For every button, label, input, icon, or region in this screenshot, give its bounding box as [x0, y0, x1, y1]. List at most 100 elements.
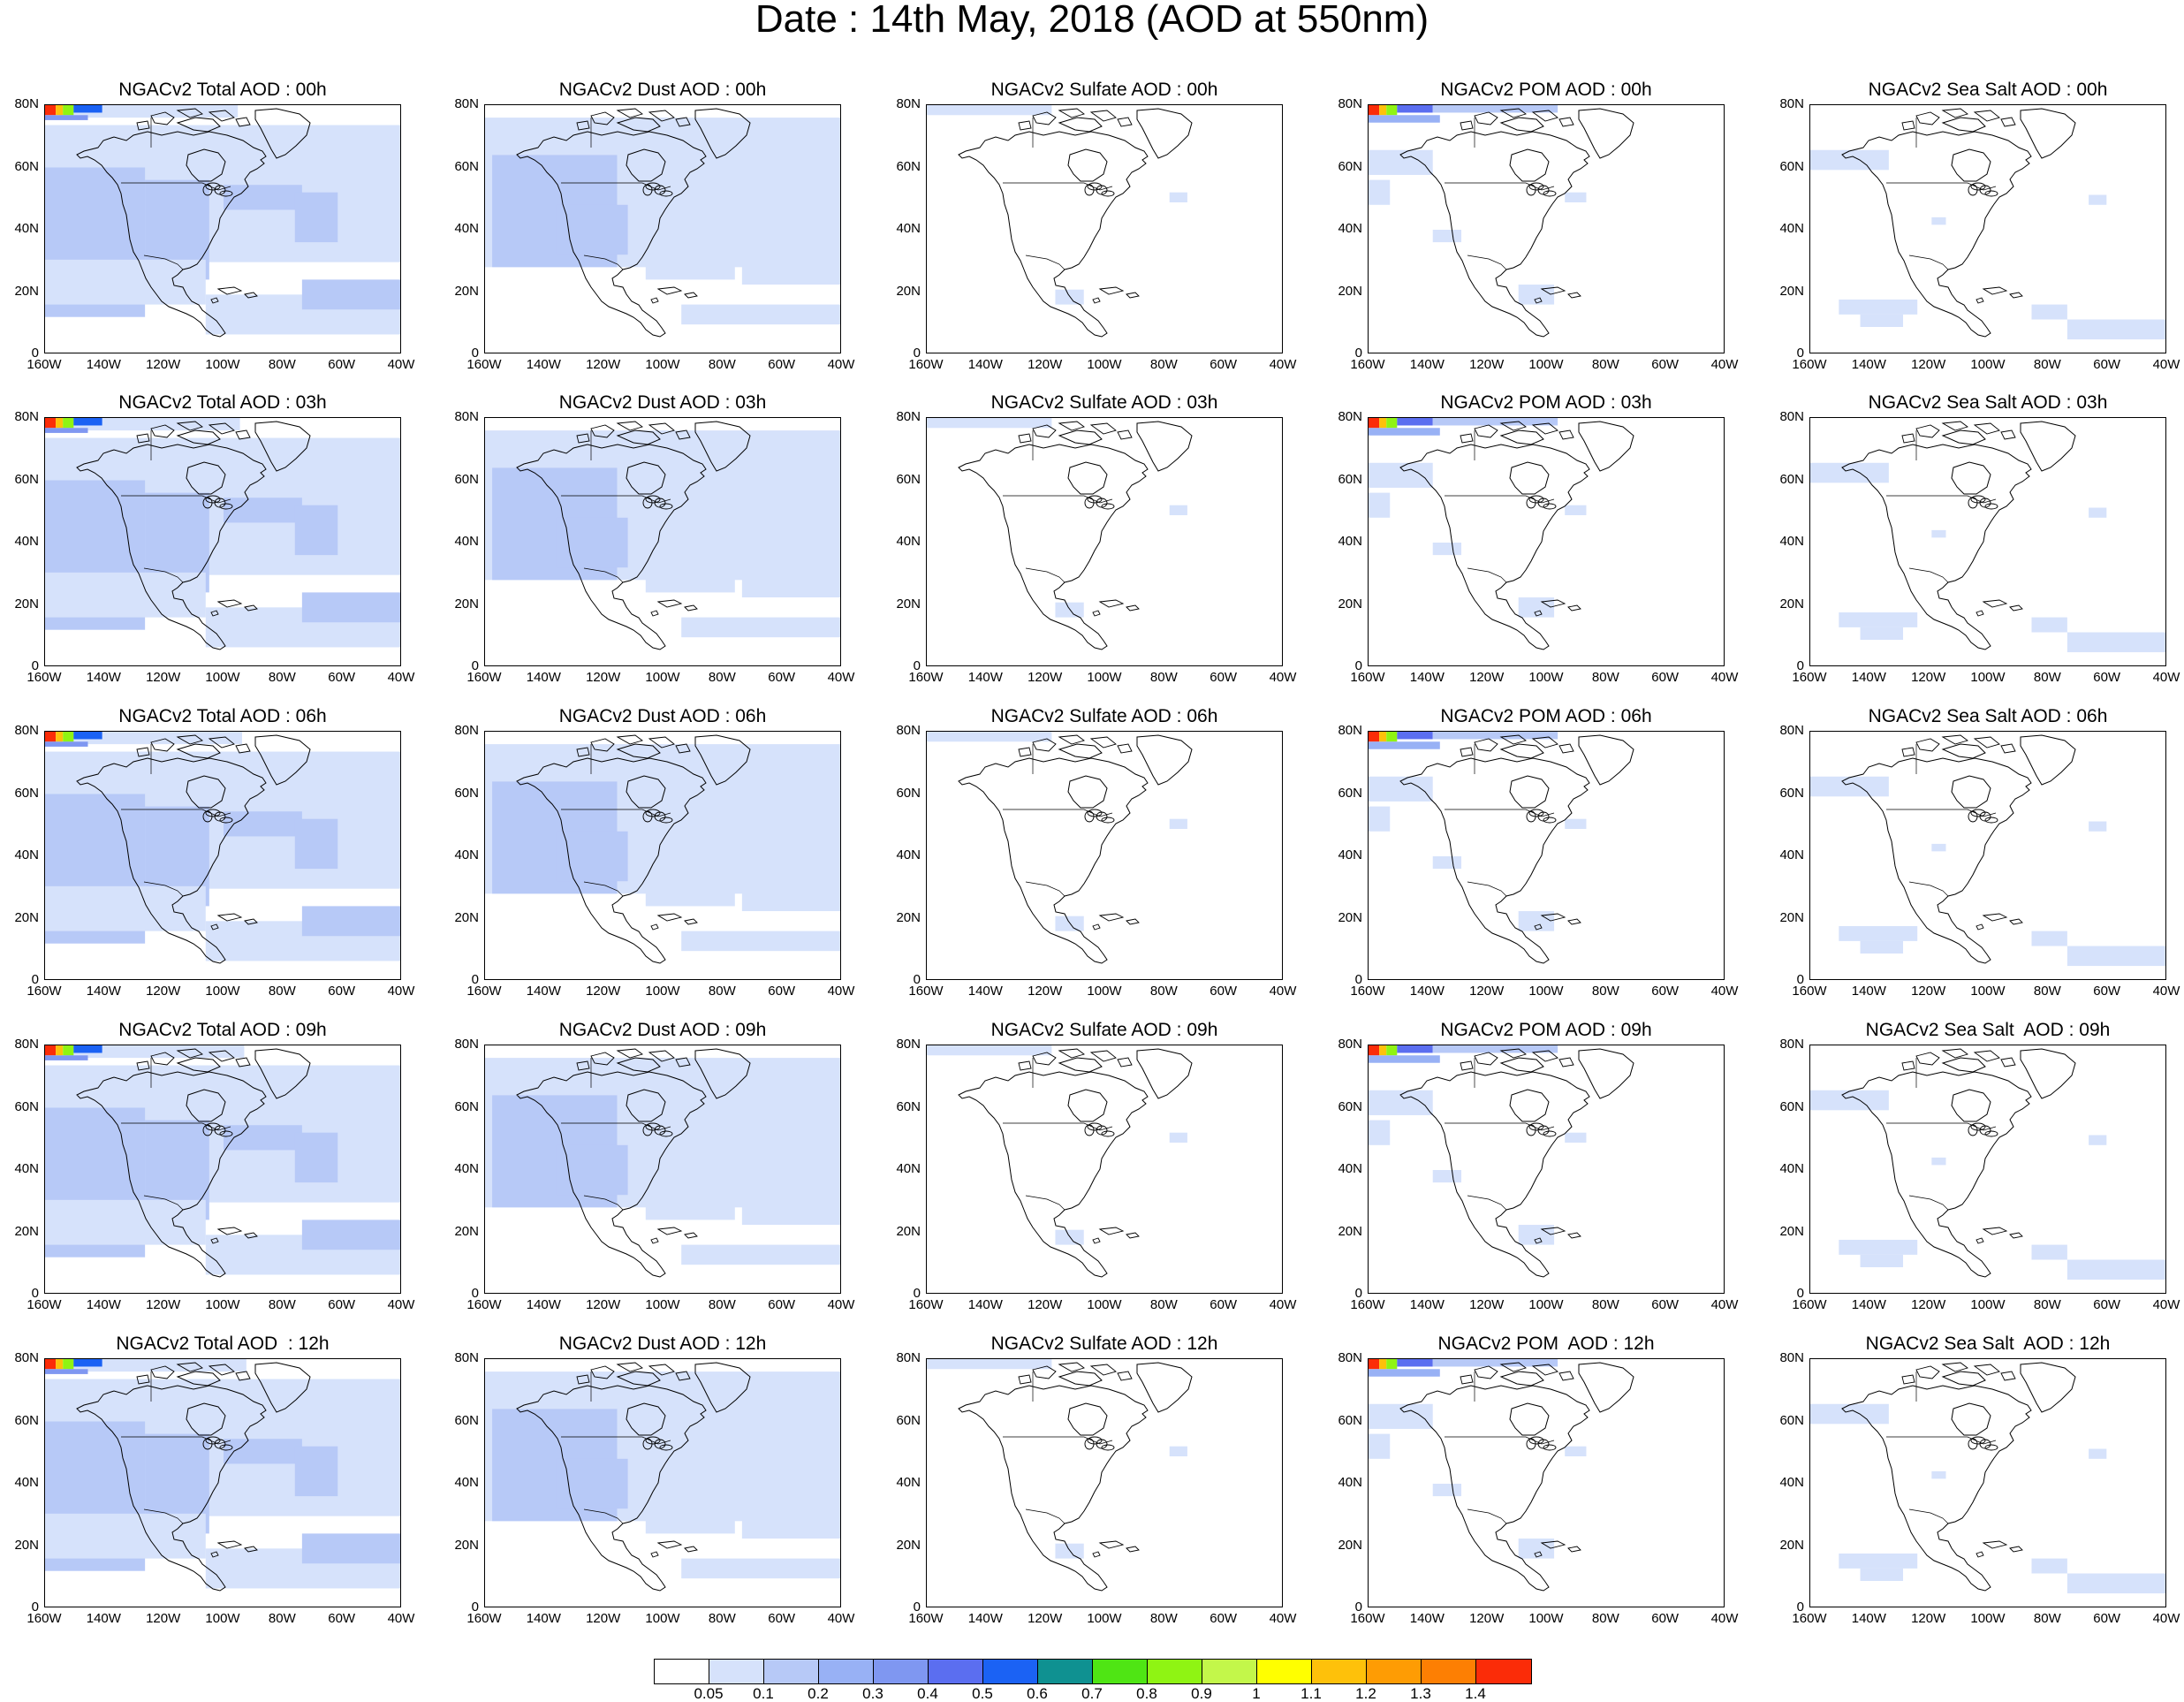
lon-tick-label: 120W [1028, 984, 1063, 999]
aod-field-patch [1055, 289, 1084, 305]
aod-field-patch [1931, 1157, 1946, 1166]
aod-field-patch [2066, 1573, 2165, 1594]
coastline [1841, 444, 2032, 650]
great-lake [1087, 1122, 1103, 1131]
great-lake [1543, 817, 1557, 824]
aod-field-patch [1369, 732, 1380, 742]
island-outline [1092, 1551, 1101, 1558]
aod-field-patch [1369, 1433, 1391, 1459]
lat-tick-label: 0 [31, 346, 39, 361]
island-outline [650, 297, 659, 304]
lon-tick-label: 80W [268, 1611, 296, 1626]
lon-tick-label: 40W [387, 357, 415, 372]
lat-tick-label: 60N [896, 471, 921, 487]
island-outline [1018, 433, 1032, 444]
aod-field-patch [1386, 1045, 1398, 1056]
aod-field-patch [59, 105, 239, 118]
island-outline [1117, 1371, 1133, 1381]
lon-tick-label: 160W [27, 1297, 62, 1312]
great-lake [202, 1438, 213, 1450]
lon-tick-label: 120W [146, 984, 181, 999]
great-lake [1968, 497, 1978, 509]
colorbar-swatch [1148, 1660, 1202, 1683]
aod-field-patch [556, 1458, 628, 1509]
great-lake [645, 495, 661, 504]
coastline [616, 743, 661, 759]
island-outline [210, 297, 219, 304]
map-panel-total-4: NGACv2 Total AOD : 12h 80N 60N 40N 20N 0 160W 1… [14, 1333, 414, 1634]
aod-field-patch [294, 505, 338, 556]
great-lake [205, 1436, 221, 1445]
coastline [1941, 429, 1986, 445]
island-outline [1499, 421, 1527, 431]
lon-tick-label: 140W [526, 1611, 561, 1626]
colorbar-tick-label: 0.9 [1191, 1685, 1212, 1702]
lon-tick-label: 160W [466, 670, 502, 685]
colorbar-swatch [764, 1660, 819, 1683]
lat-tick-label: 40N [1779, 847, 1804, 862]
aod-field-patch [1369, 149, 1433, 175]
island-outline [1117, 117, 1133, 127]
island-outline [1531, 736, 1558, 748]
lat-tick-label: 0 [1796, 972, 1804, 987]
aod-field-patch [301, 1220, 400, 1250]
lat-tick-label: 20N [1338, 1537, 1362, 1553]
aod-field-patch [1055, 1543, 1084, 1559]
panel-title: NGACv2 POM AOD : 12h [1437, 1333, 1655, 1354]
aod-field-patch [45, 115, 88, 120]
lon-tick-label: 80W [1591, 1297, 1619, 1312]
island-outline [1058, 1048, 1085, 1059]
map-panel-dust-0: NGACv2 Dust AOD : 00h 80N 60N 40N 20N 0 160W 14… [454, 80, 854, 380]
coastline [1578, 1362, 1634, 1413]
lon-tick-label: 100W [1970, 1297, 2006, 1312]
lat-tick-label: 40N [1779, 1161, 1804, 1176]
great-lake [1526, 184, 1536, 196]
great-lake [205, 1122, 221, 1131]
lon-tick-label: 100W [1970, 357, 2006, 372]
us-canada-border [1003, 495, 1113, 504]
island-outline [656, 913, 683, 922]
us-canada-border [1003, 1436, 1113, 1445]
us-mexico-border [583, 567, 624, 583]
coastline [76, 131, 267, 338]
lon-tick-label: 80W [2033, 1611, 2061, 1626]
lat-tick-label: 40N [1779, 221, 1804, 236]
lon-tick-label: 60W [328, 984, 356, 999]
aod-field-patch [1839, 612, 1918, 627]
island-outline [1558, 1057, 1574, 1068]
aod-map [1810, 421, 2165, 653]
island-outline [210, 1237, 219, 1244]
coastline [1058, 429, 1103, 445]
lon-tick-label: 80W [708, 1297, 736, 1312]
lon-tick-label: 160W [1792, 984, 1827, 999]
map-frame [926, 417, 1283, 666]
aod-field-patch [224, 811, 302, 837]
island-outline [1098, 1540, 1125, 1549]
lon-tick-label: 160W [27, 357, 62, 372]
lat-tick-label: 80N [454, 409, 479, 424]
lat-tick-label: 0 [1796, 346, 1804, 361]
aod-field-patch [301, 279, 400, 310]
lon-tick-label: 100W [1087, 670, 1122, 685]
coastline [1499, 117, 1544, 133]
lon-tick-label: 60W [1651, 1297, 1680, 1312]
colorbar-swatch [929, 1660, 983, 1683]
us-canada-border [561, 182, 671, 191]
aod-field-patch [45, 259, 206, 305]
coastline [616, 117, 661, 133]
lat-tick-label: 0 [471, 658, 479, 673]
aod-field-patch [45, 418, 57, 429]
hudson-bay-outline [186, 461, 226, 495]
aod-field-patch [45, 1513, 206, 1559]
island-outline [1534, 1237, 1543, 1244]
map-frame [1809, 1045, 2166, 1294]
lon-tick-label: 60W [1651, 984, 1680, 999]
hudson-bay-outline [626, 1402, 666, 1436]
lon-tick-label: 160W [466, 357, 502, 372]
lat-tick-label: 0 [913, 1286, 921, 1301]
aod-field-patch [224, 1125, 302, 1151]
hudson-bay-outline [1951, 1402, 1991, 1436]
lon-tick-label: 40W [2152, 670, 2180, 685]
aod-field-patch [741, 543, 840, 598]
island-outline [1540, 286, 1566, 295]
